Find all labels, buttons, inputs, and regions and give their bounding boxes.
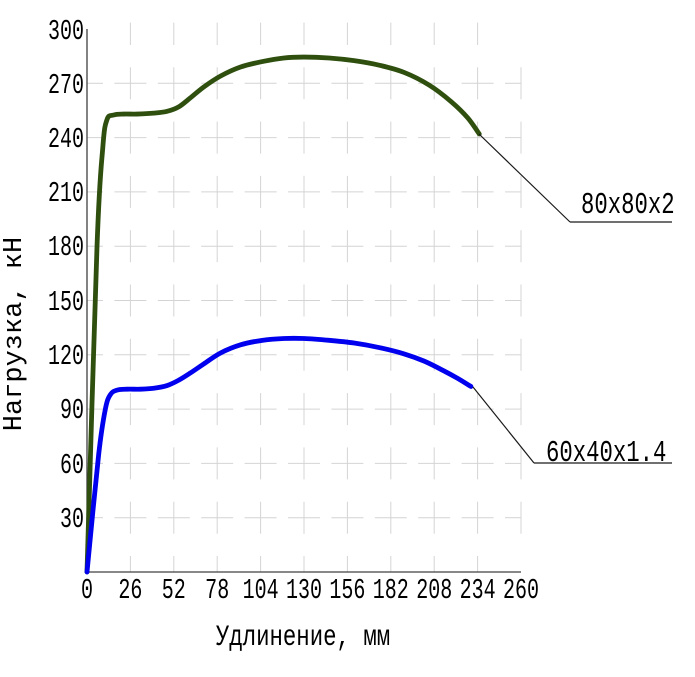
svg-text:240: 240: [48, 124, 84, 156]
svg-text:120: 120: [48, 341, 84, 373]
svg-text:156: 156: [329, 575, 365, 607]
svg-text:26: 26: [118, 575, 142, 607]
svg-text:Удлинение, мм: Удлинение, мм: [216, 620, 390, 654]
svg-text:78: 78: [205, 575, 229, 607]
svg-text:90: 90: [60, 395, 84, 427]
svg-text:60: 60: [60, 450, 84, 482]
svg-text:80x80x2: 80x80x2: [581, 189, 675, 223]
svg-text:208: 208: [416, 575, 452, 607]
svg-text:104: 104: [243, 575, 279, 607]
svg-text:300: 300: [48, 16, 84, 48]
svg-text:130: 130: [286, 575, 322, 607]
svg-text:180: 180: [48, 232, 84, 264]
svg-text:60x40x1.4: 60x40x1.4: [546, 437, 666, 471]
svg-text:Нагрузка, кН: Нагрузка, кН: [0, 237, 30, 431]
svg-text:260: 260: [503, 575, 539, 607]
svg-text:270: 270: [48, 70, 84, 102]
svg-text:52: 52: [162, 575, 186, 607]
svg-text:150: 150: [48, 287, 84, 319]
svg-text:0: 0: [81, 575, 93, 607]
svg-text:234: 234: [460, 575, 496, 607]
svg-text:30: 30: [60, 504, 84, 536]
svg-text:210: 210: [48, 178, 84, 210]
svg-text:182: 182: [373, 575, 409, 607]
